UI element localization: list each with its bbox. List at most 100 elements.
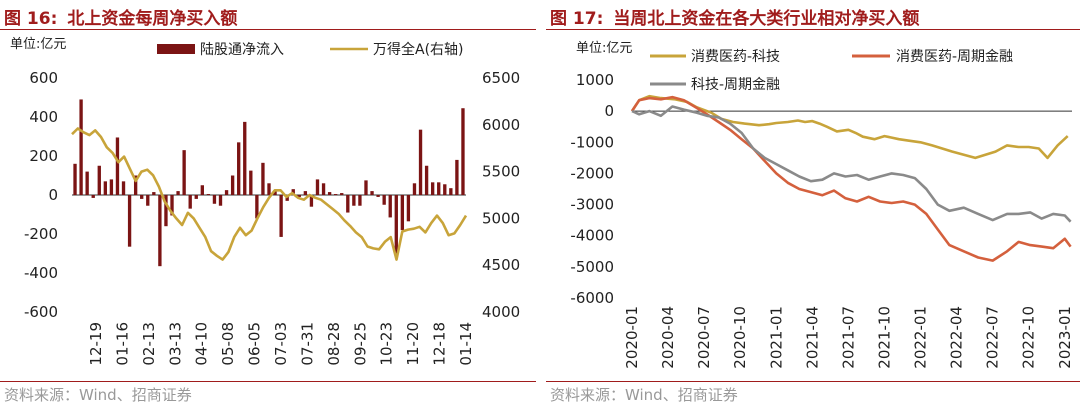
net-inflow-bar [261, 162, 265, 195]
source-note: 资料来源：Wind、招商证券 [550, 386, 738, 404]
net-inflow-bar [376, 195, 380, 197]
figure-title-text: 北上资金每周净买入额 [67, 9, 238, 29]
y-tick-label: -3000 [570, 196, 614, 214]
y2-tick-label: 5500 [482, 163, 520, 181]
net-inflow-bar [188, 195, 192, 209]
y-tick-label: 400 [29, 108, 58, 126]
net-inflow-bar [255, 195, 259, 219]
net-inflow-bar [194, 195, 198, 199]
x-tick-label: 04-10 [193, 322, 211, 366]
net-inflow-bar [140, 195, 144, 199]
wind-all-a-index-line [71, 127, 468, 261]
net-inflow-bar [79, 99, 83, 195]
net-inflow-bar [85, 171, 89, 195]
x-tick-label: 12-18 [431, 322, 449, 366]
net-inflow-bar [237, 142, 241, 195]
consumer-vs-cyclical-line [630, 95, 1072, 262]
net-inflow-bar [164, 195, 168, 227]
net-inflow-bar [461, 108, 465, 195]
legend-label: 消费医药-科技 [691, 49, 780, 65]
x-tick-label: 11-20 [404, 322, 422, 366]
x-tick-label: 12-19 [87, 322, 105, 366]
x-tick-label: 2022-07 [984, 306, 1002, 369]
net-inflow-bar [430, 182, 435, 195]
net-inflow-bar [394, 195, 398, 254]
y2-tick-label: 6500 [482, 69, 520, 87]
net-inflow-bar [400, 195, 405, 231]
x-tick-label: 2020-07 [695, 306, 713, 369]
net-inflow-bar [315, 179, 320, 195]
y-tick-label: -600 [24, 303, 58, 321]
x-tick-label: 05-08 [219, 322, 237, 366]
net-inflow-bar [146, 195, 150, 206]
net-inflow-bar [327, 192, 332, 195]
tech-vs-cyclical-line [631, 105, 1072, 223]
net-inflow-bar [127, 195, 132, 247]
net-inflow-bar [224, 190, 229, 195]
net-inflow-bar [91, 195, 95, 198]
unit-label: 单位:亿元 [10, 37, 66, 52]
consumer-vs-tech-line [630, 94, 1069, 160]
net-inflow-bar [334, 194, 338, 195]
y2-tick-label: 4000 [482, 303, 520, 321]
y-tick-label: -4000 [570, 227, 614, 245]
x-tick-label: 2022-04 [948, 306, 966, 369]
y-tick-label: -6000 [570, 289, 614, 307]
net-inflow-bar [443, 184, 447, 195]
x-tick-label: 09-25 [351, 322, 369, 366]
net-inflow-bar [352, 195, 356, 206]
y-tick-label: 0 [604, 102, 614, 120]
y-tick-label: -400 [24, 264, 58, 282]
legend-bar-label: 陆股通净流入 [200, 42, 284, 58]
x-tick-label: 02-13 [140, 322, 158, 366]
net-inflow-bar [321, 183, 326, 195]
net-inflow-bar [424, 165, 429, 195]
net-inflow-bar [297, 195, 301, 197]
net-inflow-bar [170, 195, 174, 216]
net-inflow-bar [364, 180, 368, 195]
x-tick-label: 2022-01 [912, 306, 930, 369]
x-tick-label: 06-05 [246, 322, 264, 366]
net-inflow-bar [279, 195, 283, 237]
figure-number: 图 17: [550, 9, 604, 29]
x-tick-label: 01-14 [457, 322, 475, 366]
net-inflow-bar [115, 137, 120, 195]
net-inflow-bar [109, 179, 114, 195]
net-inflow-bar [340, 193, 344, 195]
x-tick-label: 07-03 [272, 322, 290, 366]
sector-relative-chart: 单位:亿元 1000 0 -1000 -2000 -3000 -4000 -5000 -6000… [570, 41, 1073, 369]
net-inflow-bar [206, 194, 211, 195]
figure-title-text: 当周北上资金在各大类行业相对净买入额 [613, 9, 920, 29]
y2-tick-label: 4500 [482, 256, 520, 274]
legend-label: 消费医药-周期金融 [896, 49, 1013, 65]
northbound-weekly-chart: 单位:亿元 600 400 200 0 -200 -400 -600 6500 6000 5500 5… [10, 37, 520, 366]
legend-line-label: 万得全A(右轴) [373, 41, 464, 58]
figure-title: 图 16: 北上资金每周净买入额 [4, 4, 237, 29]
net-inflow-bar [212, 195, 217, 204]
net-inflow-bar [182, 150, 186, 195]
net-inflow-bar [230, 175, 235, 195]
y-tick-label: -200 [24, 225, 58, 243]
net-inflow-bar [97, 165, 101, 195]
x-tick-label: 10-23 [378, 322, 396, 366]
net-inflow-bar [455, 159, 459, 195]
net-inflow-bar [273, 190, 277, 195]
net-inflow-bar [249, 170, 253, 195]
net-inflow-bar [158, 195, 162, 267]
net-inflow-bar [103, 181, 108, 195]
net-inflow-bar [449, 188, 453, 195]
legend-label: 科技-周期金融 [691, 77, 780, 93]
net-inflow-bar [388, 195, 392, 218]
net-inflow-bar [406, 195, 411, 222]
net-inflow-bar [218, 195, 223, 206]
x-tick-label: 2021-04 [803, 306, 821, 369]
left-figure-panel: 图 16: 北上资金每周净买入额 单位:亿元 600 400 200 0 -200 -400 -… [0, 0, 536, 412]
net-inflow-bar [243, 121, 247, 195]
title-divider [0, 29, 536, 30]
y-tick-label: -1000 [570, 133, 614, 151]
y-tick-label: 200 [29, 147, 58, 165]
net-inflow-bar [176, 191, 180, 195]
source-note: 资料来源：Wind、招商证券 [4, 386, 192, 404]
net-inflow-bar [346, 195, 350, 213]
legend-bar-swatch [157, 44, 195, 54]
